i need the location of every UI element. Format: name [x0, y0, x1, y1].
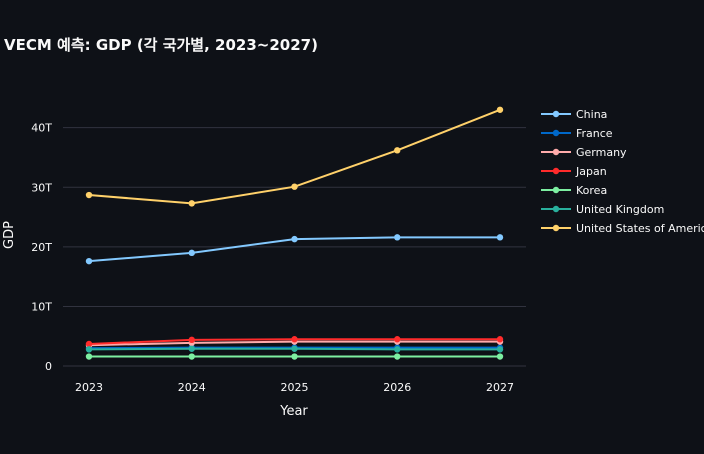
legend-label: United Kingdom	[576, 203, 664, 216]
legend-item[interactable]: United Kingdom	[541, 203, 664, 216]
data-point[interactable]	[188, 336, 195, 344]
x-axis: 2023 2024 2025 2026 2027	[75, 381, 514, 394]
data-point[interactable]	[291, 345, 298, 352]
legend-swatch-marker	[552, 148, 560, 156]
data-point[interactable]	[85, 353, 93, 360]
x-tick-label: 2025	[281, 381, 309, 394]
series-korea	[85, 353, 504, 360]
legend-label: Korea	[576, 184, 607, 197]
legend-swatch-marker	[552, 129, 560, 137]
x-tick-label: 2023	[75, 381, 103, 394]
x-tick-label: 2024	[178, 381, 206, 394]
data-point[interactable]	[394, 147, 401, 154]
series-china	[85, 234, 504, 265]
legend-item[interactable]: France	[541, 127, 613, 140]
y-axis-title: GDP	[2, 221, 17, 249]
legend-swatch-marker	[552, 224, 560, 232]
data-point[interactable]	[85, 257, 93, 265]
legend-label: France	[576, 127, 613, 140]
y-tick-label: 30T	[31, 181, 52, 194]
data-point[interactable]	[496, 346, 504, 353]
data-point[interactable]	[188, 345, 195, 352]
legend-swatch-marker	[552, 110, 560, 118]
data-point[interactable]	[188, 249, 195, 257]
data-point[interactable]	[85, 346, 93, 353]
legend-swatch-marker	[552, 186, 560, 194]
data-point[interactable]	[394, 336, 401, 343]
data-point[interactable]	[496, 106, 504, 113]
series-united-kingdom	[85, 345, 504, 353]
data-point[interactable]	[188, 200, 195, 207]
legend-item[interactable]: China	[541, 108, 607, 121]
legend[interactable]: China France Germany Japan Korea United Kingd…	[541, 108, 704, 235]
data-point[interactable]	[496, 234, 504, 241]
data-point[interactable]	[394, 353, 401, 360]
data-point[interactable]	[291, 336, 298, 343]
y-tick-label: 10T	[31, 300, 52, 313]
data-point[interactable]	[291, 235, 298, 243]
x-tick-label: 2027	[486, 381, 514, 394]
legend-label: United States of America	[576, 222, 704, 235]
data-point[interactable]	[188, 353, 195, 360]
series-united-states-of-america	[85, 106, 504, 207]
data-point[interactable]	[85, 191, 93, 199]
grid-lines	[63, 127, 526, 367]
y-tick-label: 20T	[31, 241, 52, 254]
data-point[interactable]	[291, 353, 298, 360]
data-point[interactable]	[496, 336, 504, 343]
x-tick-label: 2026	[383, 381, 411, 394]
legend-item[interactable]: United States of America	[541, 222, 704, 235]
y-axis: 0 10T 20T 30T 40T	[31, 122, 52, 373]
data-point[interactable]	[291, 183, 298, 190]
x-axis-title: Year	[279, 404, 308, 419]
data-point[interactable]	[85, 340, 93, 348]
legend-swatch-marker	[552, 167, 560, 175]
legend-label: China	[576, 108, 607, 121]
chart-title: VECM 예측: GDP (각 국가별, 2023~2027)	[4, 36, 318, 54]
legend-item[interactable]: Korea	[541, 184, 607, 197]
y-tick-label: 40T	[31, 122, 52, 135]
y-tick-label: 0	[45, 360, 52, 373]
legend-swatch-marker	[552, 205, 560, 213]
data-point[interactable]	[394, 234, 401, 241]
legend-item[interactable]: Japan	[541, 165, 607, 178]
series-lines	[85, 106, 504, 360]
legend-label: Germany	[576, 146, 627, 159]
series-japan	[85, 336, 504, 348]
data-point[interactable]	[394, 346, 401, 353]
legend-label: Japan	[575, 165, 607, 178]
data-point[interactable]	[496, 353, 504, 360]
legend-item[interactable]: Germany	[541, 146, 627, 159]
